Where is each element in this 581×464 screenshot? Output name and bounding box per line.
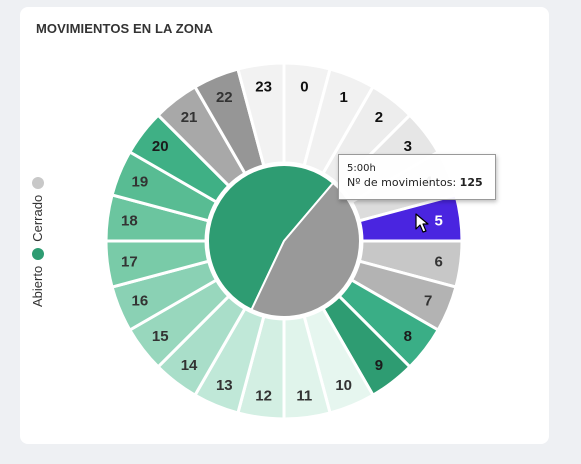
hour-label-13: 13	[216, 377, 233, 394]
hour-label-15: 15	[152, 328, 169, 345]
chart-tooltip: 5:00h Nº de movimientos: 125	[338, 154, 496, 200]
hour-label-16: 16	[132, 293, 149, 310]
tooltip-metric-value: 125	[459, 176, 483, 189]
hour-label-14: 14	[181, 357, 198, 374]
hour-label-6: 6	[434, 253, 442, 270]
card-title: MOVIMIENTOS EN LA ZONA	[36, 21, 213, 36]
hour-label-21: 21	[181, 109, 198, 126]
hour-label-2: 2	[375, 109, 383, 126]
hour-label-8: 8	[404, 328, 412, 345]
hour-label-12: 12	[255, 388, 272, 405]
hour-label-18: 18	[121, 213, 138, 230]
hour-label-1: 1	[340, 89, 348, 106]
mouse-pointer-icon	[415, 213, 429, 233]
hour-label-22: 22	[216, 89, 233, 106]
hour-label-11: 11	[296, 388, 312, 405]
hour-label-19: 19	[132, 173, 149, 190]
hour-label-9: 9	[375, 357, 383, 374]
tooltip-metric: Nº de movimientos: 125	[347, 175, 487, 191]
tooltip-metric-label: Nº de movimientos:	[347, 176, 457, 189]
hour-label-23: 23	[255, 78, 272, 95]
hour-label-5: 5	[434, 213, 442, 230]
tooltip-time: 5:00h	[347, 163, 376, 174]
hour-label-20: 20	[152, 138, 169, 155]
hour-label-10: 10	[335, 377, 352, 394]
hour-label-0: 0	[300, 78, 308, 95]
pie-slice-abierto[interactable]	[207, 164, 335, 312]
hour-label-7: 7	[424, 293, 432, 310]
hour-label-3: 3	[404, 138, 412, 155]
hour-label-17: 17	[121, 253, 138, 270]
pie-slice-cerrado[interactable]	[250, 181, 361, 318]
hour-segment-23[interactable]	[236, 61, 286, 168]
